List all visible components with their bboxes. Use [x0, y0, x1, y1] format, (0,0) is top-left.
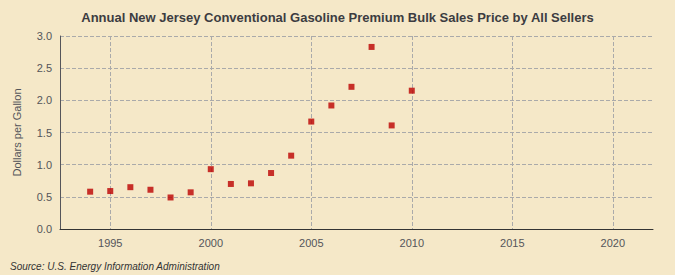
svg-text:Annual New Jersey Conventional: Annual New Jersey Conventional Gasoline … — [81, 10, 593, 25]
svg-text:Dollars per Gallon: Dollars per Gallon — [11, 88, 23, 176]
svg-text:2020: 2020 — [601, 237, 625, 249]
svg-text:1.5: 1.5 — [37, 127, 52, 139]
svg-text:3.0: 3.0 — [37, 30, 52, 42]
svg-text:2000: 2000 — [199, 237, 223, 249]
svg-text:1.0: 1.0 — [37, 159, 52, 171]
svg-text:2015: 2015 — [500, 237, 524, 249]
svg-text:0.0: 0.0 — [37, 223, 52, 235]
svg-text:2005: 2005 — [299, 237, 323, 249]
svg-text:1995: 1995 — [98, 237, 122, 249]
svg-text:0.5: 0.5 — [37, 191, 52, 203]
svg-text:2.0: 2.0 — [37, 94, 52, 106]
svg-text:Source: U.S. Energy Informatio: Source: U.S. Energy Information Administ… — [10, 261, 220, 272]
svg-text:2010: 2010 — [400, 237, 424, 249]
svg-text:2.5: 2.5 — [37, 62, 52, 74]
